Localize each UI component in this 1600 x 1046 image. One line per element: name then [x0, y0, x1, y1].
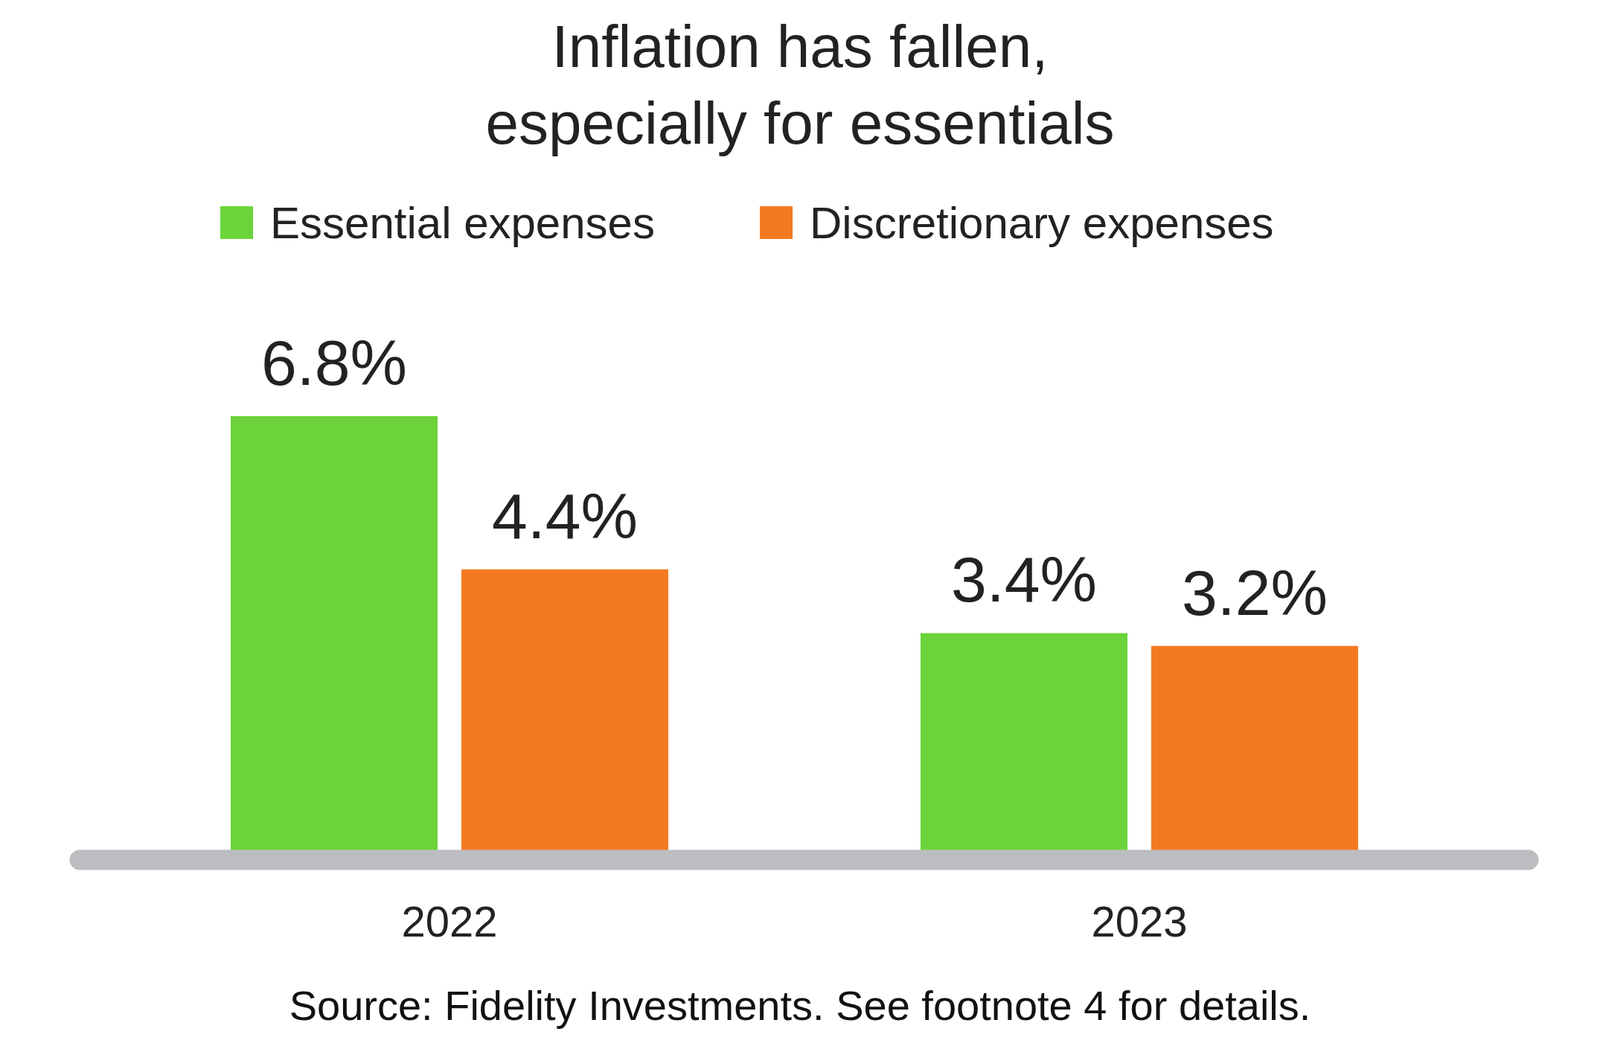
category-label: 2022	[401, 896, 498, 946]
bar	[230, 416, 438, 850]
bar	[1151, 645, 1359, 850]
legend-swatch	[759, 206, 793, 239]
data-label: 4.4%	[491, 480, 638, 552]
category-label: 2023	[1090, 896, 1187, 946]
chart: Inflation has fallen, especially for esse…	[0, 0, 1600, 1046]
title: Inflation has fallen, especially for esse…	[485, 13, 1115, 157]
legend-swatch	[220, 206, 254, 239]
title-line: Inflation has fallen,	[551, 13, 1048, 80]
bars	[230, 416, 1359, 850]
data-label: 6.8%	[261, 326, 408, 399]
legend: Essential expenses Discretionary expenses	[220, 197, 1275, 248]
source: Source: Fidelity Investments. See footno…	[289, 981, 1312, 1029]
bar	[920, 632, 1128, 850]
legend-label: Essential expenses	[270, 197, 655, 248]
title-line: especially for essentials	[485, 90, 1115, 157]
data-labels: 6.8% 4.4% 3.4% 3.2%	[261, 326, 1328, 629]
bar	[461, 569, 669, 850]
x-axis	[79, 849, 1529, 870]
legend-label: Discretionary expenses	[809, 197, 1275, 248]
data-label: 3.4%	[951, 543, 1097, 615]
data-label: 3.2%	[1181, 556, 1328, 629]
